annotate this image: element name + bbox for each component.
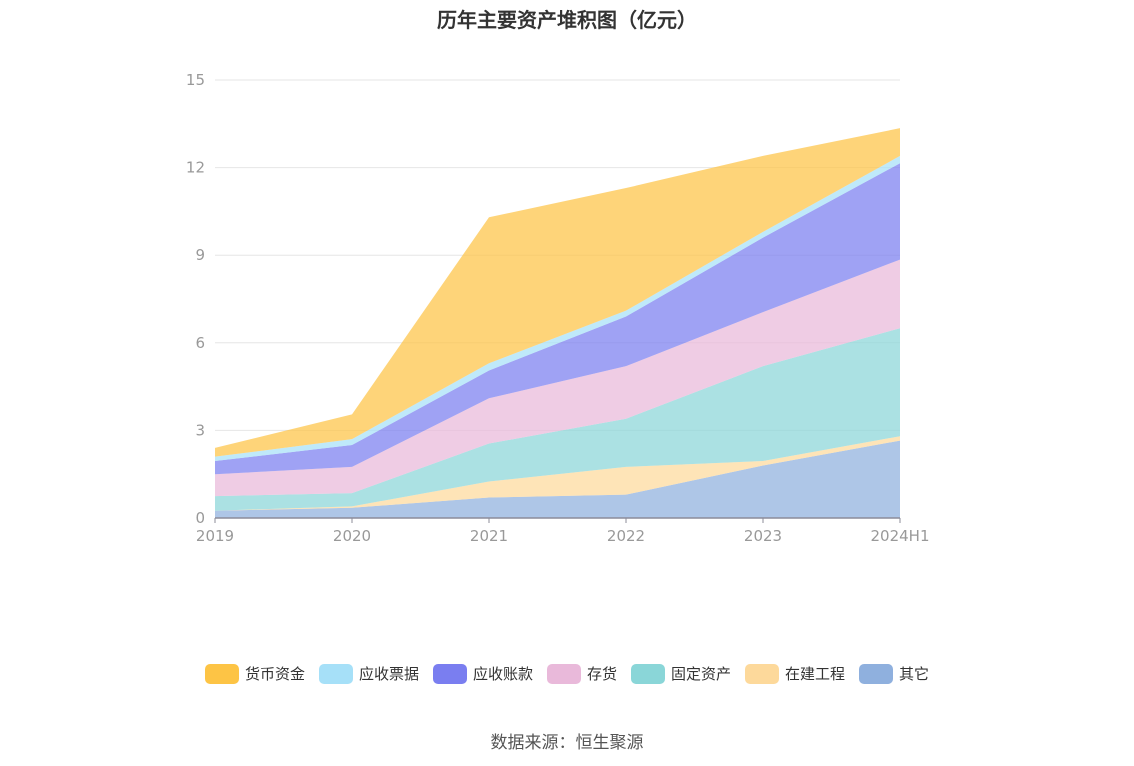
legend-label: 应收票据 [358, 665, 419, 683]
legend-swatch [859, 663, 894, 684]
x-tick-label: 2024H1 [871, 527, 930, 545]
legend-swatch [432, 663, 467, 684]
y-tick-label: 3 [195, 421, 205, 439]
area-series [215, 328, 900, 511]
x-tick-label: 2019 [196, 527, 234, 545]
legend-swatch [631, 663, 665, 684]
legend-swatch [745, 663, 780, 684]
x-tick-label: 2023 [744, 527, 782, 545]
x-tick-label: 2021 [470, 527, 508, 545]
legend-label: 货币资金 [244, 665, 305, 683]
legend-swatch [318, 663, 353, 684]
legend-swatch [204, 663, 239, 684]
legend-item[interactable]: 货币资金 [204, 663, 305, 684]
chart-title: 历年主要资产堆积图（亿元） [437, 8, 697, 32]
legend-item[interactable]: 应收账款 [432, 663, 533, 684]
area-series [215, 440, 900, 518]
y-tick-label: 9 [195, 246, 205, 264]
legend-label: 固定资产 [671, 665, 732, 683]
x-tick-label: 2020 [333, 527, 371, 545]
legend-item[interactable]: 在建工程 [745, 663, 845, 684]
area-series [215, 128, 900, 457]
legend-label: 应收账款 [472, 665, 533, 683]
area-series [215, 259, 900, 497]
legend-item[interactable]: 其它 [859, 663, 929, 684]
y-tick-label: 12 [186, 159, 205, 177]
legend-label: 存货 [586, 665, 617, 683]
legend-item[interactable]: 存货 [546, 663, 617, 684]
legend-item[interactable]: 应收票据 [318, 663, 419, 684]
y-tick-label: 15 [186, 71, 205, 89]
legend-item[interactable]: 固定资产 [631, 663, 731, 684]
source-note: 数据来源：恒生聚源 [490, 733, 644, 753]
legend: 货币资金 应收票据 应收账款 存货 固定资产 在建工程 其它 [0, 663, 1134, 684]
y-tick-label: 6 [195, 334, 205, 352]
legend-label: 在建工程 [785, 665, 846, 683]
x-tick-label: 2022 [607, 527, 645, 545]
y-tick-label: 0 [195, 509, 205, 527]
legend-swatch [546, 663, 581, 684]
legend-label: 其它 [899, 665, 930, 683]
area-series [215, 436, 900, 511]
stacked-area-chart: 0 3 6 9 12 15 2019 2020 2021 2022 2023 2024H1 [186, 71, 930, 545]
